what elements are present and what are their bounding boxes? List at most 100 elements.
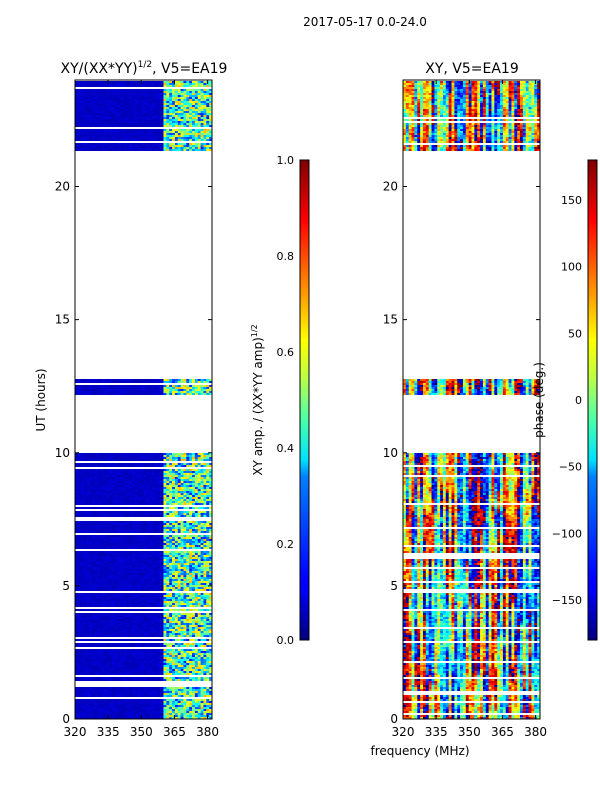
heatmap-cell [114,489,119,491]
heatmap-cell [177,557,181,559]
heatmap-cell [143,523,147,525]
heatmap-cell [143,575,147,577]
heatmap-cell [77,557,82,559]
heatmap-cell [149,703,153,705]
heatmap-cell [109,529,113,531]
heatmap-cell [154,527,159,529]
heatmap-cell [183,587,187,589]
heatmap-cell [109,617,113,619]
heatmap-cell [140,651,144,653]
heatmap-cell [169,487,173,489]
heatmap-cell [117,561,122,563]
heatmap-cell [146,715,150,717]
heatmap-cell [160,499,164,501]
heatmap-cell [103,589,107,591]
heatmap-cell [152,643,156,645]
heatmap-cell [154,717,159,719]
heatmap-cell [166,523,170,525]
heatmap-cell [163,621,167,623]
heatmap-cell [209,653,212,655]
heatmap-cell [100,711,104,713]
heatmap-cell [169,677,173,679]
heatmap-cell [169,605,173,607]
heatmap-cell [83,595,87,597]
heatmap-cell [97,665,102,667]
heatmap-cell [157,689,162,691]
heatmap-cell [189,645,193,647]
heatmap-cell [94,593,99,595]
heatmap-cell [80,657,84,659]
heatmap-cell [172,579,176,581]
heatmap-cell [100,601,104,603]
heatmap-cell [92,655,96,657]
heatmap-cell [206,629,210,631]
heatmap-cell [137,569,142,571]
heatmap-cell [152,513,156,515]
heatmap-cell [152,633,156,635]
heatmap-cell [140,633,144,635]
heatmap-cell [203,661,207,663]
heatmap-cell [89,491,93,493]
heatmap-cell [192,487,196,489]
heatmap-cell [94,481,99,483]
heatmap-cell [112,627,116,629]
heatmap-cell [129,621,133,623]
heatmap-cell [94,553,99,555]
heatmap-cell [186,713,190,715]
heatmap-cell [120,501,124,503]
heatmap-cell [109,565,113,567]
heatmap-cell [146,703,150,705]
heatmap-cell [169,625,173,627]
heatmap-cell [146,537,150,539]
heatmap-cell [94,545,99,547]
heatmap-cell [114,603,119,605]
heatmap-cell [129,707,133,709]
heatmap-cell [143,585,147,587]
heatmap-cell [154,579,159,581]
heatmap-cell [152,569,156,571]
heatmap-cell [103,477,107,479]
heatmap-cell [86,605,90,607]
heatmap-cell [140,539,144,541]
heatmap-cell [146,585,150,587]
heatmap-cell [123,493,127,495]
heatmap-cell [126,651,130,653]
heatmap-cell [160,643,164,645]
heatmap-cell [140,595,144,597]
heatmap-cell [103,693,107,695]
heatmap-cell [134,545,139,547]
heatmap-cell [129,581,133,583]
heatmap-cell [206,659,210,661]
heatmap-cell [149,667,153,669]
heatmap-cell [80,567,84,569]
heatmap-cell [134,673,139,675]
heatmap-cell [132,631,136,633]
heatmap-cell [94,713,99,715]
heatmap-cell [180,565,184,567]
heatmap-cell [86,539,90,541]
heatmap-cell [97,565,102,567]
heatmap-cell [120,497,124,499]
heatmap-cell [180,489,184,491]
heatmap-cell [92,671,96,673]
heatmap-cell [186,619,190,621]
heatmap-cell [183,513,187,515]
heatmap-cell [209,597,212,599]
heatmap-cell [200,715,204,717]
heatmap-cell [194,477,199,479]
heatmap-cell [137,543,142,545]
heatmap-cell [114,539,119,541]
heatmap-cell [109,635,113,637]
heatmap-cell [180,659,184,661]
heatmap-cell [89,539,93,541]
heatmap-cell [89,529,93,531]
heatmap-cell [114,487,119,489]
heatmap-cell [83,569,87,571]
heatmap-cell [209,577,212,579]
heatmap-cell [166,485,170,487]
heatmap-cell [172,537,176,539]
heatmap-cell [206,485,210,487]
heatmap-cell [126,627,130,629]
heatmap-cell [120,615,124,617]
heatmap-cell [169,631,173,633]
